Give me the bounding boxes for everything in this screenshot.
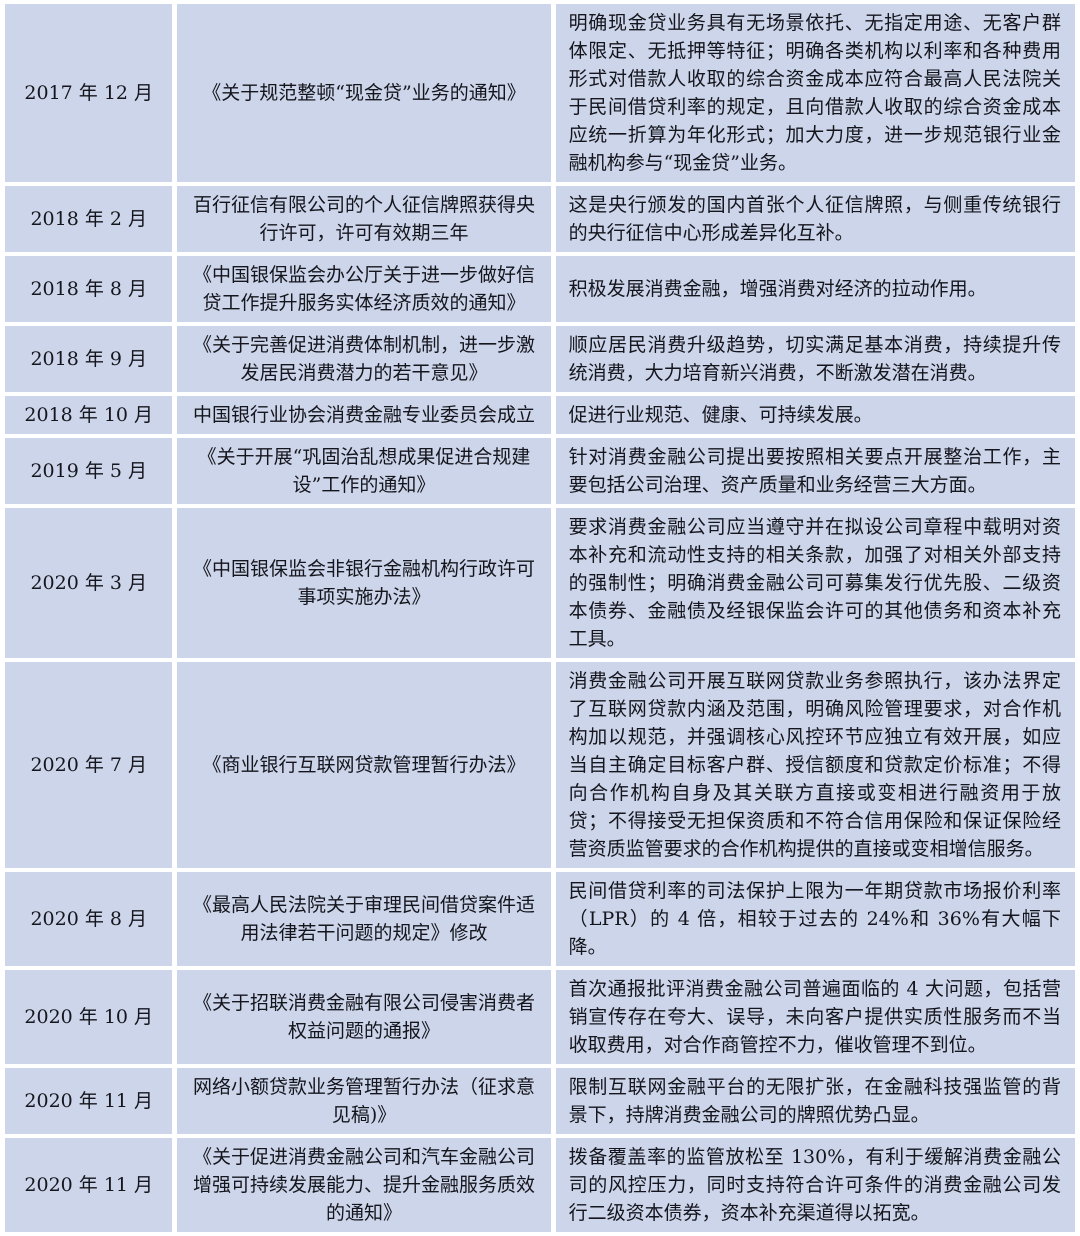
date-cell: 2020 年 10 月 (5, 970, 173, 1064)
table-row: 2020 年 11 月 网络小额贷款业务管理暂行办法（征求意见稿)》 限制互联网… (5, 1068, 1075, 1134)
table-row: 2018 年 8 月 《中国银保监会办公厅关于进一步做好信贷工作提升服务实体经济… (5, 256, 1075, 322)
table-row: 2020 年 7 月 《商业银行互联网贷款管理暂行办法》 消费金融公司开展互联网… (5, 662, 1075, 868)
policy-cell: 《中国银保监会办公厅关于进一步做好信贷工作提升服务实体经济质效的通知》 (177, 256, 551, 322)
table-row: 2018 年 9 月 《关于完善促进消费体制机制，进一步激发居民消费潜力的若干意… (5, 326, 1075, 392)
date-cell: 2020 年 11 月 (5, 1068, 173, 1134)
policy-cell: 《关于开展“巩固治乱想成果促进合规建设”工作的通知》 (177, 438, 551, 504)
policy-cell: 《关于招联消费金融有限公司侵害消费者权益问题的通报》 (177, 970, 551, 1064)
table-row: 2018 年 2 月 百行征信有限公司的个人征信牌照获得央行许可，许可有效期三年… (5, 186, 1075, 252)
date-cell: 2018 年 2 月 (5, 186, 173, 252)
impact-cell: 这是央行颁发的国内首张个人征信牌照，与侧重传统银行的央行征信中心形成差异化互补。 (555, 186, 1075, 252)
date-cell: 2020 年 8 月 (5, 872, 173, 966)
impact-cell: 顺应居民消费升级趋势，切实满足基本消费，持续提升传统消费，大力培育新兴消费，不断… (555, 326, 1075, 392)
impact-cell: 明确现金贷业务具有无场景依托、无指定用途、无客户群体限定、无抵押等特征；明确各类… (555, 4, 1075, 182)
impact-cell: 促进行业规范、健康、可持续发展。 (555, 396, 1075, 434)
impact-cell: 要求消费金融公司应当遵守并在拟设公司章程中载明对资本补充和流动性支持的相关条款，… (555, 508, 1075, 658)
table-row: 2020 年 11 月 《关于促进消费金融公司和汽车金融公司增强可持续发展能力、… (5, 1138, 1075, 1232)
table-row: 2019 年 5 月 《关于开展“巩固治乱想成果促进合规建设”工作的通知》 针对… (5, 438, 1075, 504)
policy-cell: 中国银行业协会消费金融专业委员会成立 (177, 396, 551, 434)
date-cell: 2020 年 3 月 (5, 508, 173, 658)
policy-cell: 《最高人民法院关于审理民间借贷案件适用法律若干问题的规定》修改 (177, 872, 551, 966)
date-cell: 2019 年 5 月 (5, 438, 173, 504)
policy-cell: 《关于规范整顿“现金贷”业务的通知》 (177, 4, 551, 182)
impact-cell: 首次通报批评消费金融公司普遍面临的 4 大问题，包括营销宣传存在夸大、误导，未向… (555, 970, 1075, 1064)
impact-cell: 针对消费金融公司提出要按照相关要点开展整治工作，主要包括公司治理、资产质量和业务… (555, 438, 1075, 504)
date-cell: 2018 年 10 月 (5, 396, 173, 434)
table-row: 2017 年 12 月 《关于规范整顿“现金贷”业务的通知》 明确现金贷业务具有… (5, 4, 1075, 182)
impact-cell: 民间借贷利率的司法保护上限为一年期贷款市场报价利率（LPR）的 4 倍，相较于过… (555, 872, 1075, 966)
policy-cell: 百行征信有限公司的个人征信牌照获得央行许可，许可有效期三年 (177, 186, 551, 252)
table-row: 2020 年 8 月 《最高人民法院关于审理民间借贷案件适用法律若干问题的规定》… (5, 872, 1075, 966)
policy-cell: 网络小额贷款业务管理暂行办法（征求意见稿)》 (177, 1068, 551, 1134)
date-cell: 2017 年 12 月 (5, 4, 173, 182)
table-row: 2020 年 10 月 《关于招联消费金融有限公司侵害消费者权益问题的通报》 首… (5, 970, 1075, 1064)
table-row: 2018 年 10 月 中国银行业协会消费金融专业委员会成立 促进行业规范、健康… (5, 396, 1075, 434)
date-cell: 2020 年 7 月 (5, 662, 173, 868)
impact-cell: 积极发展消费金融，增强消费对经济的拉动作用。 (555, 256, 1075, 322)
date-cell: 2020 年 11 月 (5, 1138, 173, 1232)
date-cell: 2018 年 9 月 (5, 326, 173, 392)
policy-cell: 《关于促进消费金融公司和汽车金融公司增强可持续发展能力、提升金融服务质效的通知》 (177, 1138, 551, 1232)
table-row: 2020 年 3 月 《中国银保监会非银行金融机构行政许可事项实施办法》 要求消… (5, 508, 1075, 658)
date-cell: 2018 年 8 月 (5, 256, 173, 322)
impact-cell: 拨备覆盖率的监管放松至 130%，有利于缓解消费金融公司的风控压力，同时支持符合… (555, 1138, 1075, 1232)
policy-cell: 《关于完善促进消费体制机制，进一步激发居民消费潜力的若干意见》 (177, 326, 551, 392)
policy-cell: 《商业银行互联网贷款管理暂行办法》 (177, 662, 551, 868)
impact-cell: 消费金融公司开展互联网贷款业务参照执行，该办法界定了互联网贷款内涵及范围，明确风… (555, 662, 1075, 868)
impact-cell: 限制互联网金融平台的无限扩张，在金融科技强监管的背景下，持牌消费金融公司的牌照优… (555, 1068, 1075, 1134)
policy-cell: 《中国银保监会非银行金融机构行政许可事项实施办法》 (177, 508, 551, 658)
